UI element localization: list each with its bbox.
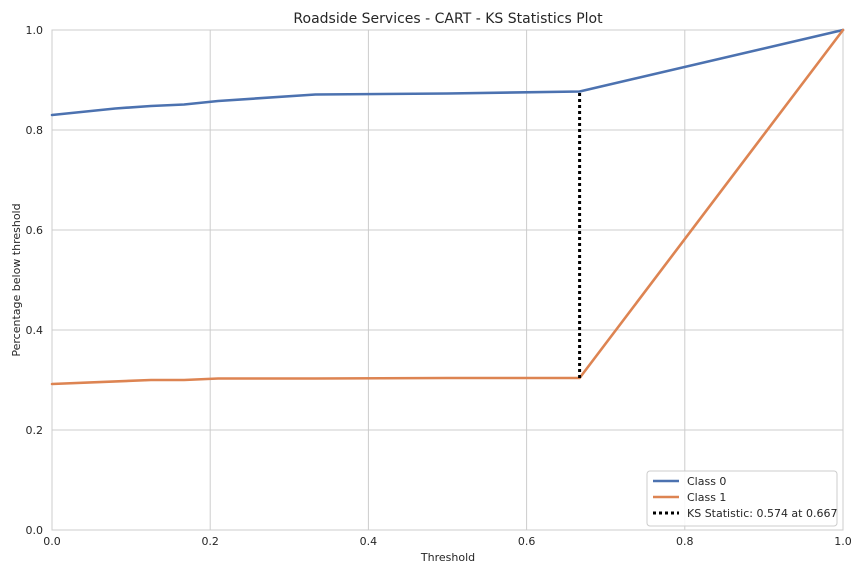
y-axis-label: Percentage below threshold xyxy=(10,203,23,356)
y-tick-label: 0.2 xyxy=(26,424,44,437)
y-tick-label: 0.0 xyxy=(26,524,44,537)
grid xyxy=(51,29,844,531)
plot-frame xyxy=(51,29,844,531)
plot-background xyxy=(52,30,843,530)
series-line-class-1 xyxy=(50,28,845,386)
x-tick-label: 0.8 xyxy=(676,535,694,548)
x-tick-label: 1.0 xyxy=(834,535,852,548)
series-line-class-0 xyxy=(50,28,845,117)
y-tick-label: 1.0 xyxy=(26,24,44,37)
x-tick-label: 0.6 xyxy=(518,535,536,548)
legend-entry-ks-statistic-label: KS Statistic: 0.574 at 0.667 xyxy=(687,507,837,520)
x-tick-label: 0.4 xyxy=(360,535,378,548)
x-tick-label: 0.2 xyxy=(201,535,219,548)
legend-entry-class-0-label: Class 0 xyxy=(687,475,726,488)
legend: Class 0 Class 1 KS Statistic: 0.574 at 0.6… xyxy=(646,470,838,527)
x-tick-label: 0.0 xyxy=(43,535,61,548)
y-tick-label: 0.6 xyxy=(26,224,44,237)
series-layer xyxy=(50,28,845,386)
legend-box xyxy=(646,470,838,527)
y-tick-label: 0.4 xyxy=(26,324,44,337)
axes: 0.0 0.2 0.4 0.6 0.8 1.0 0.0 0.2 0.4 0.6 0.8 1.0 xyxy=(26,24,852,548)
legend-entry-class-1-label: Class 1 xyxy=(687,491,726,504)
y-tick-label: 0.8 xyxy=(26,124,44,137)
chart-title: Roadside Services - CART - KS Statistics… xyxy=(293,11,603,27)
x-axis-label: Threshold xyxy=(420,551,475,564)
